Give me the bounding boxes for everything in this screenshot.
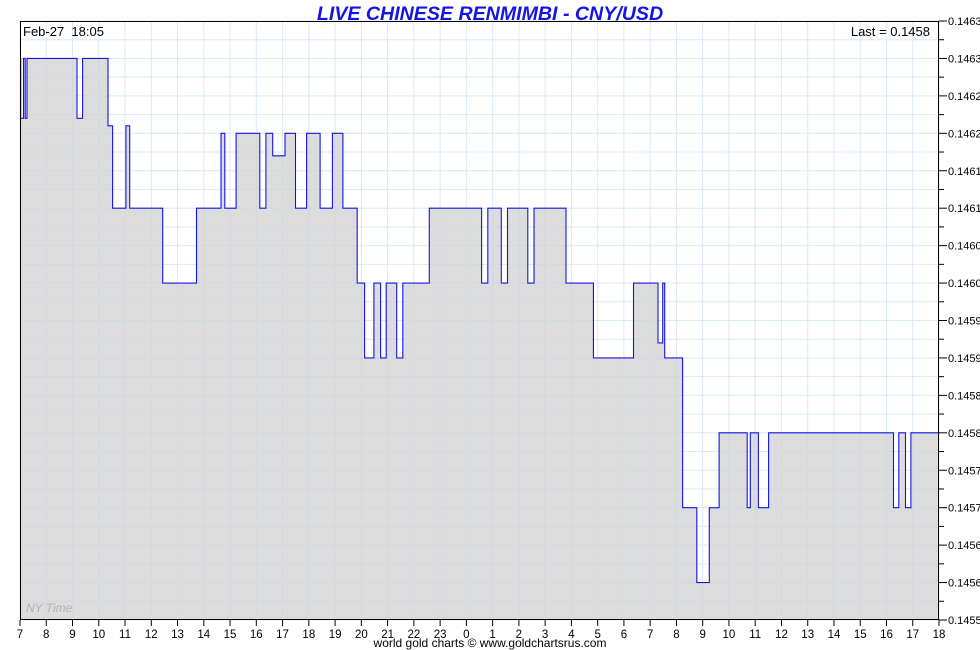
svg-text:0.1458: 0.1458 (948, 390, 980, 402)
svg-text:0.1461: 0.1461 (948, 166, 980, 178)
svg-text:0.1463: 0.1463 (948, 53, 980, 65)
svg-text:0.1457: 0.1457 (948, 465, 980, 477)
svg-text:0.1456: 0.1456 (948, 578, 980, 590)
svg-text:0.1462: 0.1462 (948, 91, 980, 103)
svg-text:0.1457: 0.1457 (948, 503, 980, 515)
svg-text:0.1459: 0.1459 (948, 353, 980, 365)
svg-text:0.1459: 0.1459 (948, 316, 980, 328)
svg-text:0.1462: 0.1462 (948, 128, 980, 140)
svg-text:0.1460: 0.1460 (948, 241, 980, 253)
svg-text:0.1461: 0.1461 (948, 203, 980, 215)
svg-text:0.1456: 0.1456 (948, 540, 980, 552)
svg-text:0.1458: 0.1458 (948, 428, 980, 440)
svg-text:0.1455: 0.1455 (948, 615, 980, 627)
svg-text:0.1460: 0.1460 (948, 278, 980, 290)
